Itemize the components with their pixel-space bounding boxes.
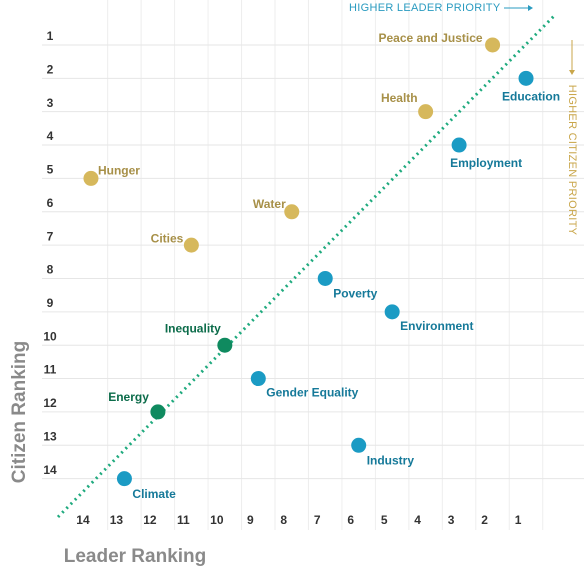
arrow-head [528, 5, 533, 11]
point-label: Peace and Justice [379, 31, 483, 45]
point-label: Energy [108, 390, 149, 404]
point-label: Health [381, 91, 418, 105]
y-tick-label: 4 [47, 129, 54, 143]
point [351, 437, 367, 453]
point [518, 70, 534, 86]
point [150, 404, 166, 420]
y-tick-label: 13 [43, 429, 57, 443]
x-tick-label: 3 [448, 513, 455, 527]
x-tick-label: 4 [414, 513, 421, 527]
y-tick-label: 7 [47, 229, 54, 243]
point-label: Water [253, 197, 286, 211]
point [284, 204, 300, 220]
point-label: Gender Equality [266, 386, 358, 400]
point-label: Cities [151, 231, 184, 245]
point [217, 337, 233, 353]
x-tick-label: 6 [347, 513, 354, 527]
y-tick-label: 1 [47, 29, 54, 43]
x-tick-label: 9 [247, 513, 254, 527]
arrow-head [569, 70, 575, 75]
y-tick-label: 12 [43, 396, 57, 410]
point [116, 471, 132, 487]
annotation: HIGHER LEADER PRIORITY [349, 2, 501, 14]
x-tick-label: 13 [110, 513, 124, 527]
y-tick-label: 10 [43, 329, 57, 343]
point-label: Poverty [333, 287, 377, 301]
x-tick-label: 2 [481, 513, 488, 527]
point [317, 270, 333, 286]
x-tick-label: 1 [515, 513, 522, 527]
diagonal-line [56, 12, 558, 519]
point-label: Employment [450, 156, 522, 170]
y-tick-label: 11 [44, 363, 57, 377]
x-tick-label: 5 [381, 513, 388, 527]
point-label: Environment [400, 319, 473, 333]
x-tick-label: 7 [314, 513, 321, 527]
y-tick-label: 8 [47, 263, 54, 277]
x-axis-title: Leader Ranking [64, 546, 207, 567]
point [250, 371, 266, 387]
y-tick-label: 5 [47, 163, 54, 177]
point [451, 137, 467, 153]
y-tick-label: 9 [47, 296, 54, 310]
point-label: Inequality [165, 321, 221, 335]
y-axis-title: Citizen Ranking [9, 341, 30, 484]
point [418, 104, 434, 120]
y-tick-label: 6 [47, 196, 54, 210]
y-tick-label: 2 [47, 62, 54, 76]
x-tick-label: 12 [143, 513, 157, 527]
x-tick-label: 14 [76, 513, 90, 527]
point [485, 37, 501, 53]
y-tick-label: 3 [47, 96, 54, 110]
point [183, 237, 199, 253]
point [83, 170, 99, 186]
y-tick-label: 14 [43, 463, 57, 477]
point-label: Hunger [98, 164, 140, 178]
x-tick-label: 10 [210, 513, 224, 527]
x-tick-label: 11 [177, 513, 190, 527]
point-label: Education [502, 89, 560, 103]
x-tick-label: 8 [280, 513, 287, 527]
point-label: Industry [367, 453, 415, 467]
point [384, 304, 400, 320]
annotation: HIGHER CITIZEN PRIORITY [566, 85, 578, 236]
point-label: Climate [132, 487, 176, 501]
